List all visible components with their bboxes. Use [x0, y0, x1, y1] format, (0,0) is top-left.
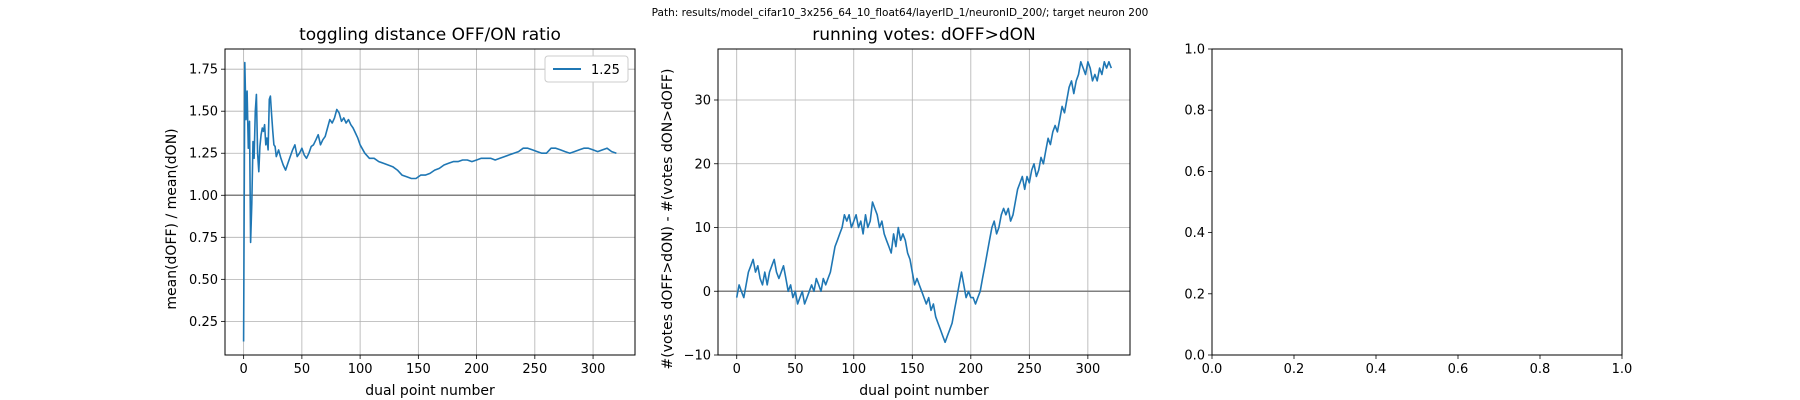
empty-axes-xtick-label: 1.0: [1612, 362, 1633, 377]
votes-chart-xlabel: dual point number: [859, 383, 989, 399]
ratio-chart-legend-box: [544, 55, 629, 83]
ratio-chart-xlabel: dual point number: [365, 383, 495, 399]
ratio-chart-ytick-label: 1.75: [189, 63, 218, 78]
empty-axes-xtick-label: 0.6: [1448, 362, 1469, 377]
empty-axes-ytick-label: 1.0: [1184, 43, 1205, 58]
ratio-chart-xtick-label: 200: [464, 362, 489, 377]
votes-chart-panel: running votes: dOFF>dON dual point numbe…: [660, 25, 1131, 399]
votes-chart-xtick-label: 0: [733, 362, 741, 377]
ratio-chart-xtick-label: 150: [406, 362, 431, 377]
votes-chart-xtick-label: 50: [787, 362, 804, 377]
votes-chart-ytick-label: 0: [703, 285, 711, 300]
votes-chart-ylabel: #(votes dOFF>dON) - #(votes dON>dOFF): [660, 69, 676, 370]
votes-chart-frame: [717, 48, 1131, 356]
votes-chart-series-line: [735, 60, 1113, 344]
empty-axes-ytick-label: 0.2: [1184, 287, 1205, 302]
ratio-chart-series-line: [242, 61, 617, 342]
votes-chart-ytick-label: 20: [694, 157, 711, 172]
votes-chart-xtick-label: 200: [958, 362, 983, 377]
ratio-chart-ylabel: mean(dOFF) / mean(dON): [164, 128, 180, 309]
empty-axes-xtick-label: 0.8: [1530, 362, 1551, 377]
empty-axes-xtick-label: 0.0: [1202, 362, 1223, 377]
figure-suptitle: Path: results/model_cifar10_3x256_64_10_…: [652, 7, 1149, 19]
ratio-chart-ytick-label: 0.50: [189, 273, 218, 288]
empty-axes-panel: 0.0 0.2 0.4 0.6 0.8 1.0 0.0 0.2 0.4 0.6 0.8 1.0: [1184, 43, 1632, 378]
empty-axes-frame: [1211, 48, 1623, 356]
empty-axes-ytick-label: 0.4: [1184, 226, 1205, 241]
empty-axes-ytick-label: 0.0: [1184, 349, 1205, 364]
empty-axes-xtick-label: 0.4: [1366, 362, 1387, 377]
ratio-chart-ytick-label: 1.25: [189, 147, 218, 162]
ratio-chart-ytick-label: 0.25: [189, 315, 218, 330]
votes-chart-xtick-label: 250: [1017, 362, 1042, 377]
votes-chart-ytick-label: 30: [694, 94, 711, 109]
ratio-chart-ytick-label: 1.00: [189, 189, 218, 204]
votes-chart-title: running votes: dOFF>dON: [812, 25, 1035, 45]
votes-chart-ytick-label: 10: [694, 221, 711, 236]
ratio-chart-xtick-label: 50: [294, 362, 311, 377]
ratio-chart-panel: toggling distance OFF/ON ratio dual poin…: [164, 25, 636, 399]
empty-axes-ytick-label: 0.6: [1184, 165, 1205, 180]
ratio-chart-legend-label: 1.25: [591, 63, 620, 78]
votes-chart-xtick-label: 150: [900, 362, 925, 377]
votes-chart-ytick-label: −10: [684, 349, 711, 364]
ratio-chart-title: toggling distance OFF/ON ratio: [299, 25, 561, 45]
empty-axes-xtick-label: 0.2: [1284, 362, 1305, 377]
ratio-chart-xtick-label: 250: [522, 362, 547, 377]
ratio-chart-ytick-label: 1.50: [189, 105, 218, 120]
votes-chart-xtick-label: 300: [1075, 362, 1100, 377]
ratio-chart-xtick-label: 100: [348, 362, 373, 377]
votes-chart-xtick-label: 100: [841, 362, 866, 377]
ratio-chart-ytick-label: 0.75: [189, 231, 218, 246]
ratio-chart-xtick-label: 0: [239, 362, 247, 377]
ratio-chart-frame: [224, 48, 636, 356]
ratio-chart-xtick-label: 300: [581, 362, 606, 377]
empty-axes-ytick-label: 0.8: [1184, 104, 1205, 119]
ratio-chart-legend: 1.25: [544, 55, 629, 83]
